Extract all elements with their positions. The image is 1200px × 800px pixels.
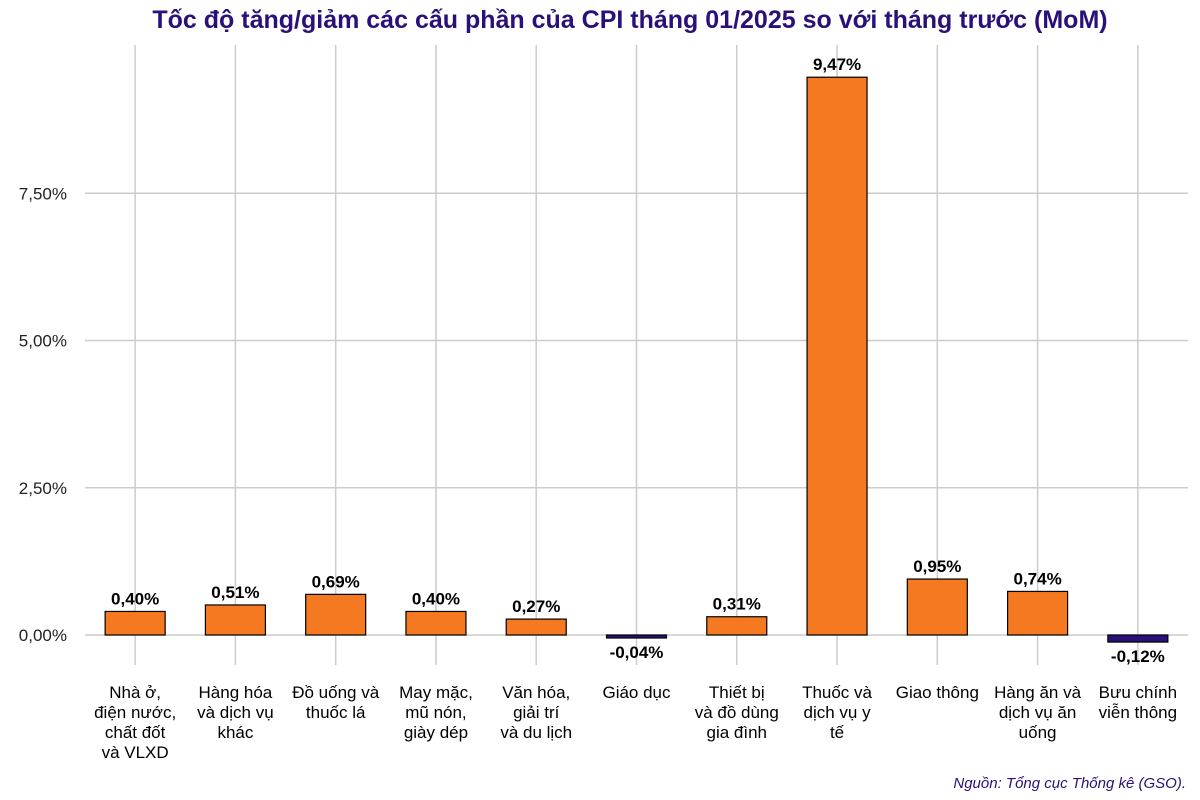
- data-label: -0,12%: [1111, 647, 1165, 666]
- bar: [806, 76, 868, 636]
- y-axis-ticks: 0,00% 2,50% 5,00% 7,50%: [19, 184, 67, 645]
- data-label: 0,69%: [312, 572, 360, 591]
- category-label: Thuốc và dịch vụ y tế: [802, 683, 872, 742]
- data-label: 0,74%: [1013, 569, 1061, 588]
- category-label: Hàng hóa và dịch vụ khác: [197, 683, 274, 742]
- category-label: May mặc, mũ nón, giày dép: [399, 683, 473, 742]
- data-label: -0,04%: [610, 643, 664, 662]
- data-label: 0,27%: [512, 597, 560, 616]
- bar: [1006, 590, 1069, 636]
- bar: [405, 610, 467, 636]
- category-label: Giao thông: [896, 683, 979, 702]
- data-label: 0,95%: [913, 557, 961, 576]
- bar: [305, 593, 367, 636]
- bar: [204, 604, 267, 636]
- category-label: Nhà ở, điện nước, chất đốt và VLXD: [94, 683, 176, 762]
- data-label: 0,40%: [111, 589, 159, 608]
- data-label: 0,51%: [211, 583, 259, 602]
- y-tick-label: 7,50%: [19, 184, 67, 203]
- data-label: 0,40%: [412, 589, 460, 608]
- category-label: Bưu chính viễn thông: [1099, 683, 1177, 722]
- bar: [906, 578, 968, 636]
- bar: [706, 616, 768, 636]
- source-note: Nguồn: Tổng cục Thống kê (GSO).: [953, 775, 1186, 792]
- category-labels: Nhà ở, điện nước, chất đốt và VLXD Hàng hóa v…: [94, 683, 1177, 762]
- data-labels: 0,40% 0,51% 0,69% 0,40% 0,27% -0,04% 0,31% 9,47…: [111, 55, 1165, 666]
- chart-title: Tốc độ tăng/giảm các cấu phần của CPI th…: [152, 6, 1108, 34]
- category-label: Giáo dục: [602, 683, 671, 702]
- bar: [605, 634, 668, 639]
- category-label: Đồ uống và thuốc lá: [292, 683, 379, 722]
- bars: [104, 76, 1169, 643]
- data-label: 0,31%: [713, 595, 761, 614]
- y-tick-label: 2,50%: [19, 479, 67, 498]
- category-label: Hàng ăn và dịch vụ ăn uống: [994, 683, 1081, 742]
- y-tick-label: 0,00%: [19, 626, 67, 645]
- category-label: Văn hóa, giải trí và du lịch: [500, 683, 572, 742]
- category-label: Thiết bị và đồ dùng gia đình: [695, 683, 779, 742]
- bar: [104, 610, 166, 636]
- data-label: 9,47%: [813, 55, 861, 74]
- y-tick-label: 5,00%: [19, 332, 67, 351]
- bar: [505, 618, 567, 636]
- bar: [1107, 634, 1169, 643]
